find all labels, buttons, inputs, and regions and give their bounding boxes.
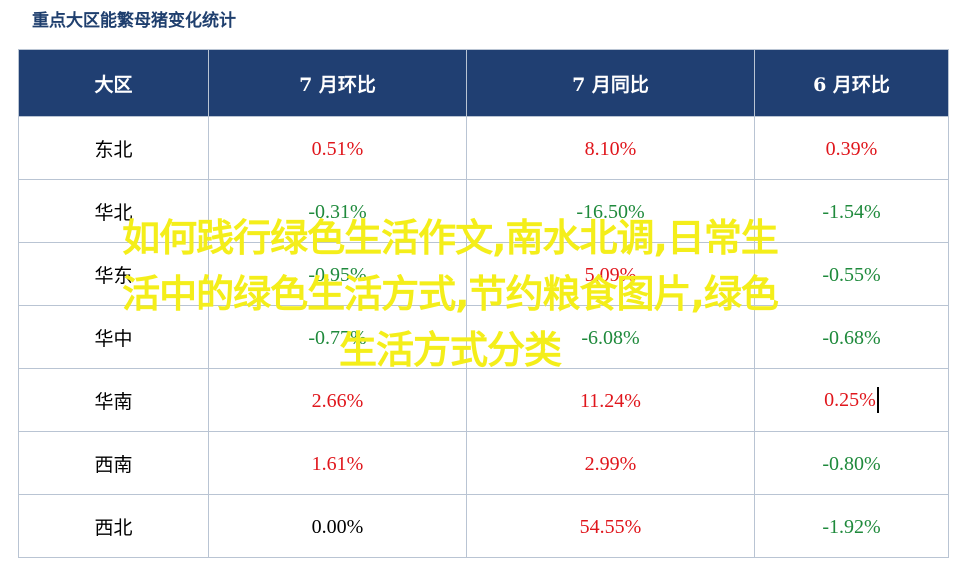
table-row: 西北 0.00% 54.55% -1.92% xyxy=(18,494,949,558)
july-yoy-cell: 11.24% xyxy=(466,368,755,432)
june-mom-cell: 0.39% xyxy=(754,116,949,180)
table-row: 华中 -0.77% -6.08% -0.68% xyxy=(18,305,949,369)
region-cell-value: 东北 xyxy=(94,138,133,161)
region-cell-value: 西南 xyxy=(94,453,133,476)
july-mom-cell: 0.51% xyxy=(208,116,467,180)
header-july-mom: 7 月环比 xyxy=(208,49,467,117)
sow-change-table: 大区 7 月环比 7 月同比 6 月环比 东北 0.51% 8.10% 0.39% 华北… xyxy=(18,49,949,558)
header-region: 大区 xyxy=(18,49,209,117)
july-yoy-cell-value: 8.10% xyxy=(584,137,637,160)
june-mom-cell: 0.25% xyxy=(754,368,949,432)
region-cell: 华中 xyxy=(18,305,209,369)
june-mom-cell: -1.54% xyxy=(754,179,949,243)
header-july-yoy: 7 月同比 xyxy=(466,49,755,117)
july-mom-cell: -0.31% xyxy=(208,179,467,243)
june-mom-cell: -0.80% xyxy=(754,431,949,495)
june-mom-cell-value: -0.68% xyxy=(822,326,881,349)
july-yoy-cell: 5.09% xyxy=(466,242,755,306)
region-cell-value: 华北 xyxy=(94,201,133,224)
july-yoy-cell: 8.10% xyxy=(466,116,755,180)
region-cell: 西南 xyxy=(18,431,209,495)
region-cell: 华北 xyxy=(18,179,209,243)
table-row: 华北 -0.31% -16.50% -1.54% xyxy=(18,179,949,243)
july-mom-cell: -0.77% xyxy=(208,305,467,369)
july-mom-cell: 2.66% xyxy=(208,368,467,432)
table-row: 西南 1.61% 2.99% -0.80% xyxy=(18,431,949,495)
text-cursor xyxy=(876,387,879,414)
july-mom-cell-value: 0.00% xyxy=(311,515,364,538)
region-cell: 西北 xyxy=(18,494,209,558)
region-cell-value: 华东 xyxy=(94,264,133,287)
june-mom-cell-value: 0.25% xyxy=(824,388,876,411)
july-mom-cell-value: -0.95% xyxy=(308,263,367,286)
july-mom-cell: 1.61% xyxy=(208,431,467,495)
region-cell-value: 华中 xyxy=(94,327,133,350)
july-yoy-cell-value: 5.09% xyxy=(584,263,637,286)
header-june-mom: 6 月环比 xyxy=(754,49,949,117)
region-cell-value: 西北 xyxy=(94,516,133,539)
june-mom-cell-value: -0.55% xyxy=(822,263,881,286)
table-row: 华东 -0.95% 5.09% -0.55% xyxy=(18,242,949,306)
table-row: 东北 0.51% 8.10% 0.39% xyxy=(18,116,949,180)
june-mom-cell-value: -0.80% xyxy=(822,452,881,475)
june-mom-cell-value: 0.39% xyxy=(825,137,878,160)
july-mom-cell-value: -0.31% xyxy=(308,200,367,223)
july-yoy-cell: -6.08% xyxy=(466,305,755,369)
june-mom-cell: -0.55% xyxy=(754,242,949,306)
table-header-row: 大区 7 月环比 7 月同比 6 月环比 xyxy=(18,49,949,117)
july-yoy-cell-value: -6.08% xyxy=(581,326,640,349)
july-yoy-cell-value: 11.24% xyxy=(580,389,641,412)
region-cell: 华南 xyxy=(18,368,209,432)
july-yoy-cell-value: 2.99% xyxy=(584,452,637,475)
june-mom-cell: -1.92% xyxy=(754,494,949,558)
june-mom-cell: -0.68% xyxy=(754,305,949,369)
july-yoy-cell: 54.55% xyxy=(466,494,755,558)
july-yoy-cell-value: -16.50% xyxy=(576,200,645,223)
region-cell: 东北 xyxy=(18,116,209,180)
july-yoy-cell: -16.50% xyxy=(466,179,755,243)
july-mom-cell-value: -0.77% xyxy=(308,326,367,349)
july-mom-cell: -0.95% xyxy=(208,242,467,306)
region-cell: 华东 xyxy=(18,242,209,306)
region-cell-value: 华南 xyxy=(94,390,133,413)
july-mom-cell-value: 2.66% xyxy=(311,389,364,412)
july-mom-cell-value: 1.61% xyxy=(311,452,364,475)
page-title: 重点大区能繁母猪变化统计 xyxy=(32,11,236,31)
july-yoy-cell: 2.99% xyxy=(466,431,755,495)
june-mom-cell-value: -1.92% xyxy=(822,515,881,538)
june-mom-cell-value: -1.54% xyxy=(822,200,881,223)
july-mom-cell: 0.00% xyxy=(208,494,467,558)
july-yoy-cell-value: 54.55% xyxy=(579,515,642,538)
july-mom-cell-value: 0.51% xyxy=(311,137,364,160)
table-row: 华南 2.66% 11.24% 0.25% xyxy=(18,368,949,432)
